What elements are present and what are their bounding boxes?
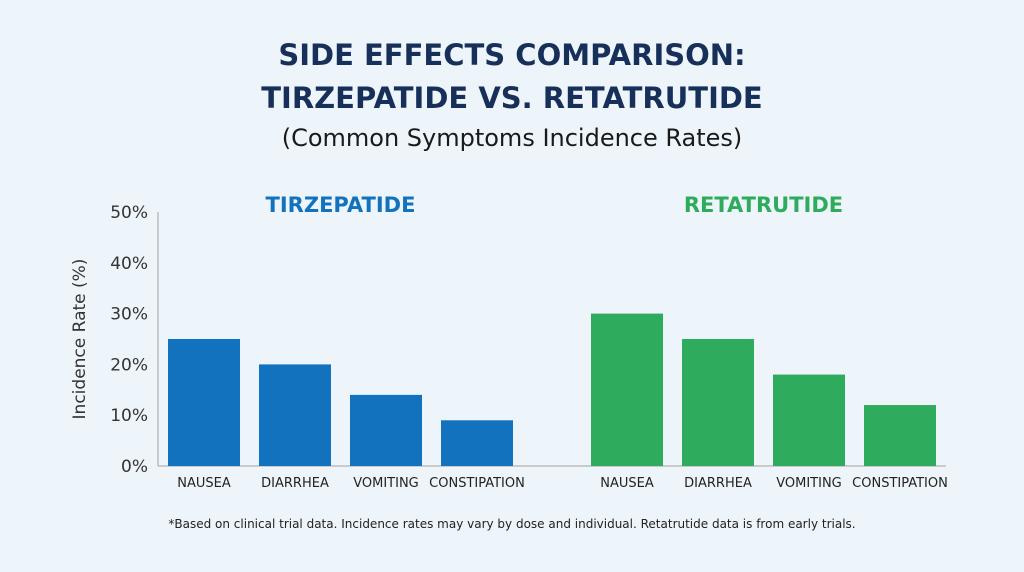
footnote: *Based on clinical trial data. Incidence… <box>168 517 855 531</box>
chart-title-line2: TIRZEPATIDE VS. RETATRUTIDE <box>261 81 763 115</box>
x-tick-label: CONSTIPATION <box>852 476 948 491</box>
bar-retatrutide-diarrhea <box>682 339 754 466</box>
x-tick-label: VOMITING <box>776 476 842 491</box>
y-axis-label: Incidence Rate (%) <box>70 259 90 420</box>
x-tick-label: DIARRHEA <box>261 476 329 491</box>
bar-retatrutide-nausea <box>591 313 663 466</box>
y-tick-label: 10% <box>110 406 148 426</box>
y-tick-label: 40% <box>110 254 148 274</box>
series-label: TIRZEPATIDE <box>266 193 416 217</box>
x-tick-label: NAUSEA <box>600 476 654 491</box>
bar-tirzepatide-vomiting <box>350 394 422 466</box>
x-tick-label: VOMITING <box>353 476 419 491</box>
bar-tirzepatide-constipation <box>441 420 513 466</box>
bar-tirzepatide-diarrhea <box>259 364 331 466</box>
y-tick-label: 30% <box>110 305 148 325</box>
series-label: RETATRUTIDE <box>684 193 843 217</box>
y-tick-label: 0% <box>121 457 148 477</box>
bar-retatrutide-vomiting <box>773 374 845 466</box>
bar-retatrutide-constipation <box>864 405 936 466</box>
x-tick-label: CONSTIPATION <box>429 476 525 491</box>
y-tick-label: 20% <box>110 355 148 375</box>
chart-subtitle: (Common Symptoms Incidence Rates) <box>282 124 743 152</box>
bar-tirzepatide-nausea <box>168 339 240 466</box>
chart-title: SIDE EFFECTS COMPARISON: <box>278 38 745 72</box>
x-tick-label: NAUSEA <box>177 476 231 491</box>
y-tick-label: 50% <box>110 203 148 223</box>
x-tick-label: DIARRHEA <box>684 476 752 491</box>
